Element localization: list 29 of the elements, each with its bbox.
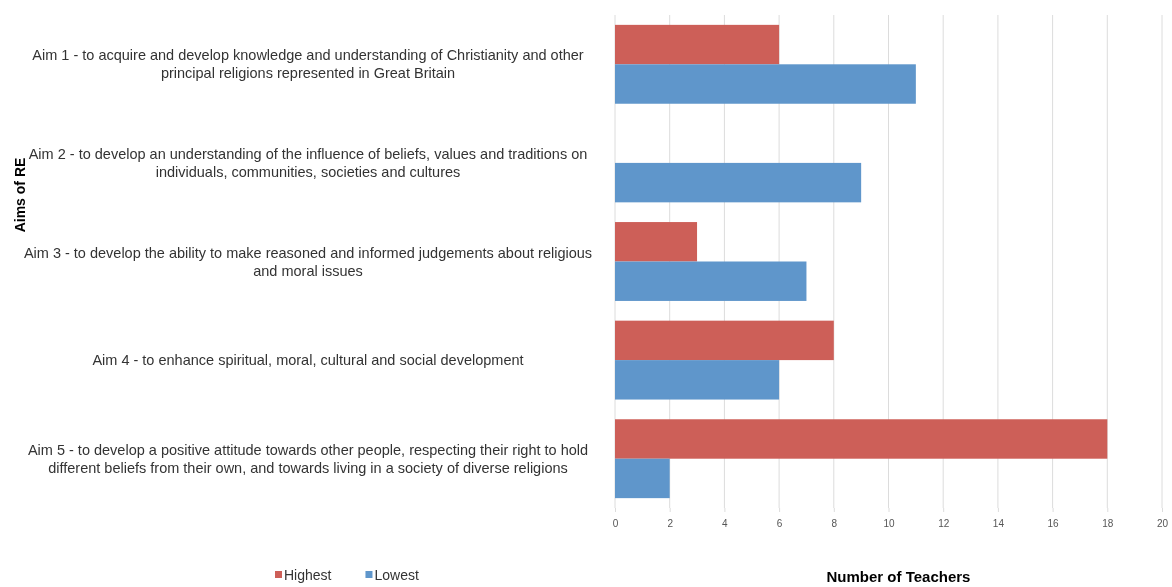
y-tick-label: Aim 4 - to enhance spiritual, moral, cultural and social development xyxy=(92,352,524,369)
y-tick-label: Aim 1 - to acquire and develop knowledge and understanding of Christianity and other principal religions represented in Great Britain xyxy=(32,47,584,82)
y-tick-label: Aim 2 - to develop an understanding of the influence of beliefs, values and traditions on individuals, communities, societies and cultures xyxy=(28,145,588,180)
x-tick-label: 10 xyxy=(883,518,895,530)
legend-label: Highest xyxy=(284,567,332,583)
x-tick-label: 12 xyxy=(938,518,950,530)
x-tick-label: 8 xyxy=(831,518,838,530)
bar xyxy=(615,222,698,262)
x-tick-label: 2 xyxy=(667,518,674,530)
bar xyxy=(615,162,862,203)
bar xyxy=(615,24,780,65)
legend-label: Lowest xyxy=(374,567,419,583)
x-tick-label: 0 xyxy=(612,518,619,530)
x-tick-label: 18 xyxy=(1102,518,1114,530)
bar xyxy=(615,419,1108,459)
y-axis-title: Aims of RE xyxy=(12,157,28,233)
x-tick-label: 16 xyxy=(1047,518,1060,530)
x-tick-label: 4 xyxy=(722,518,729,530)
bar xyxy=(615,458,670,499)
bar xyxy=(615,320,834,361)
bar xyxy=(615,64,916,104)
x-axis-title: Number of Teachers xyxy=(826,568,971,585)
x-tick-label: 20 xyxy=(1156,518,1169,530)
x-tick-label: 14 xyxy=(992,518,1005,530)
y-tick-label: Aim 3 - to develop the ability to make reasoned and informed judgements about religious and moral issues xyxy=(23,244,593,279)
bar xyxy=(615,360,780,400)
bar xyxy=(615,261,807,301)
x-tick-label: 6 xyxy=(776,518,783,530)
y-tick-label: Aim 5 - to develop a positive attitude towards other people, respecting their right to hold different beliefs from their own, and towards living in a society of diverse religions xyxy=(27,441,589,476)
